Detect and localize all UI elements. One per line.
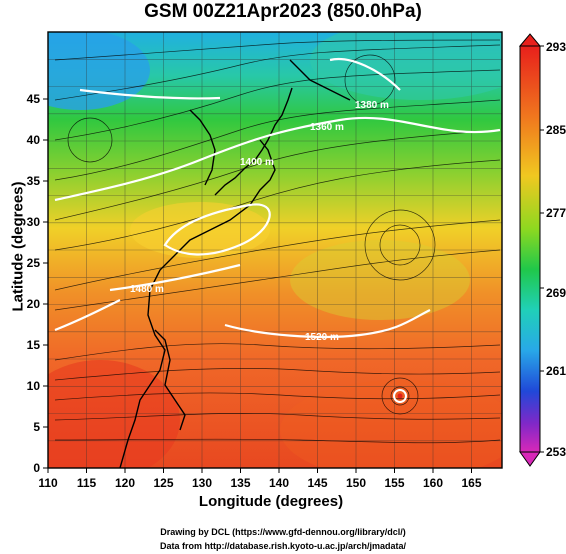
data-credit: Data from http://database.rish.kyoto-u.a… <box>159 541 407 551</box>
colorbar-tick-label: 285 <box>546 123 566 137</box>
y-axis-title: Latitude (degrees) <box>9 181 27 312</box>
x-tick-label: 110 <box>38 476 58 490</box>
x-axis-ticks <box>47 468 472 473</box>
colorbar-labels: 293 285 277 269 261 253 <box>546 40 566 459</box>
x-tick-label: 160 <box>423 476 443 490</box>
contour-label: 1520 m <box>305 332 339 343</box>
colorbar-tick-label: 253 <box>546 445 566 459</box>
map-title: GSM 00Z21Apr2023 (850.0hPa) <box>144 1 422 22</box>
height-contours <box>54 57 501 403</box>
y-tick-label: 30 <box>27 215 41 229</box>
y-tick-label: 5 <box>33 420 40 434</box>
colorbar-scale <box>519 45 541 453</box>
x-tick-label: 115 <box>77 476 97 490</box>
x-tick-label: 130 <box>192 476 212 490</box>
contour-labels: 1360 m 1480 m 1520 m 1400 m 1380 m <box>130 100 389 343</box>
contour-label: 1480 m <box>130 284 164 295</box>
y-tick-label: 45 <box>27 92 41 106</box>
y-tick-labels: 0 5 10 15 20 25 30 35 40 45 <box>27 92 41 475</box>
colorbar-tick-label: 261 <box>546 364 566 378</box>
wind-streamlines <box>54 39 501 444</box>
x-axis-title: Longitude (degrees) <box>198 493 344 510</box>
y-tick-label: 40 <box>27 133 41 147</box>
coastlines <box>119 59 351 468</box>
y-axis-ticks <box>43 98 48 469</box>
colorbar-tick-label: 293 <box>546 40 566 54</box>
colorbar-tick-label: 277 <box>546 206 566 220</box>
x-tick-label: 165 <box>461 476 481 490</box>
colorbar-lower-arrow <box>519 451 541 467</box>
x-tick-label: 140 <box>269 476 289 490</box>
contour-label: 1380 m <box>355 100 389 111</box>
colorbar-tick-label: 269 <box>546 286 566 300</box>
x-tick-label: 120 <box>115 476 135 490</box>
x-tick-labels: 110 115 120 125 130 135 140 145 150 155 … <box>38 476 482 490</box>
colorbar-upper-arrow <box>518 33 542 47</box>
typhoon-center-marker <box>397 393 403 399</box>
y-tick-label: 35 <box>27 174 41 188</box>
x-tick-label: 125 <box>153 476 173 490</box>
x-tick-label: 155 <box>384 476 404 490</box>
x-tick-label: 135 <box>230 476 250 490</box>
y-tick-label: 0 <box>33 461 40 475</box>
colorbar <box>518 33 544 467</box>
y-tick-label: 25 <box>27 256 41 270</box>
y-tick-label: 10 <box>27 379 41 393</box>
x-tick-label: 145 <box>307 476 327 490</box>
plot-frame <box>47 31 503 469</box>
contour-label: 1360 m <box>310 122 344 133</box>
y-tick-label: 20 <box>27 297 41 311</box>
x-tick-label: 150 <box>346 476 366 490</box>
drawing-credit: Drawing by DCL (https://www.gfd-dennou.o… <box>160 527 406 537</box>
contour-label: 1400 m <box>240 157 274 168</box>
y-tick-label: 15 <box>27 338 41 352</box>
